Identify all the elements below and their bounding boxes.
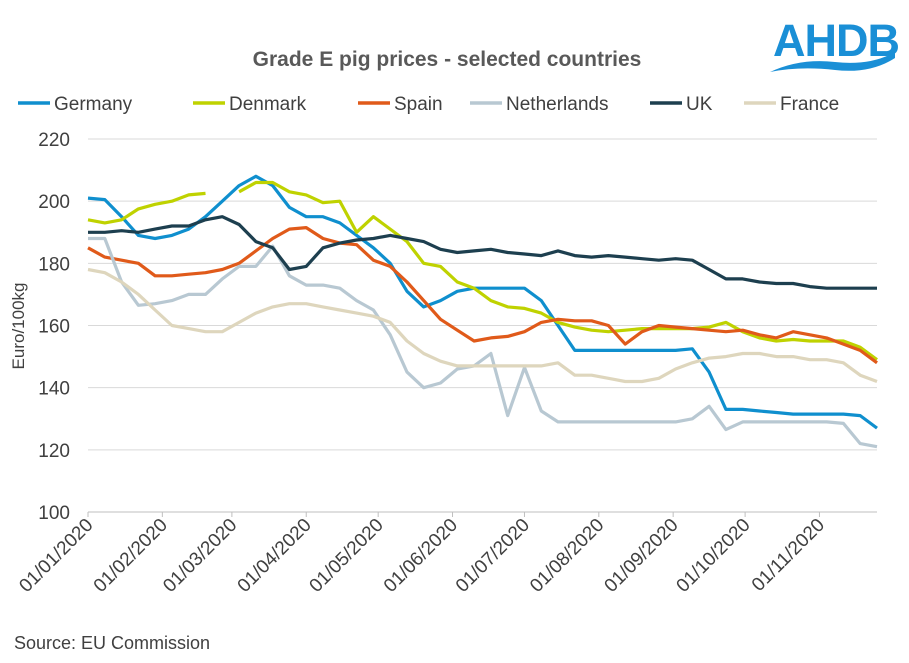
chart-title: Grade E pig prices - selected countries [253, 48, 642, 71]
x-tick-label: 01/08/2020 [526, 515, 608, 597]
y-tick-label: 100 [38, 503, 70, 524]
series-line-spain [87, 226, 878, 365]
x-tick-label: 01/11/2020 [748, 515, 829, 596]
legend-label: UK [686, 94, 713, 115]
legend-item-uk: UK [650, 94, 713, 115]
x-tick-label: 01/01/2020 [15, 515, 97, 597]
logo-text: AHDB [773, 15, 899, 66]
legend-label: Denmark [229, 94, 307, 115]
y-tick-label: 120 [38, 441, 70, 462]
x-tick-label: 01/04/2020 [234, 515, 316, 597]
x-tick-label: 01/02/2020 [90, 515, 172, 597]
legend-item-denmark: Denmark [193, 94, 307, 115]
y-axis-label: Euro/100kg [9, 283, 28, 370]
ahdb-logo: AHDB [770, 15, 900, 72]
source-note: Source: EU Commission [14, 633, 210, 653]
legend-label: Spain [394, 94, 443, 115]
x-tick-label: 01/06/2020 [380, 515, 462, 597]
series-line-germany [87, 174, 878, 430]
legend-item-france: France [744, 94, 839, 115]
legend-label: Netherlands [506, 94, 608, 115]
legend-label: France [780, 94, 839, 115]
series-line-france [87, 267, 878, 384]
y-tick-label: 160 [38, 317, 70, 338]
legend-label: Germany [54, 94, 133, 115]
series-line-uk [88, 215, 877, 290]
legend-item-germany: Germany [18, 94, 133, 115]
y-tick-label: 140 [38, 379, 70, 400]
y-tick-label: 200 [38, 192, 70, 213]
y-tick-label: 220 [38, 130, 70, 151]
legend-item-netherlands: Netherlands [470, 94, 608, 115]
series-line-denmark [87, 180, 878, 361]
logo-wave [770, 52, 895, 72]
x-tick-label: 01/09/2020 [601, 515, 683, 597]
series-line-netherlands [88, 236, 878, 449]
x-tick-label: 01/10/2020 [673, 515, 755, 597]
y-tick-label: 180 [38, 254, 70, 275]
x-tick-label: 01/07/2020 [452, 515, 534, 597]
legend-item-spain: Spain [358, 94, 443, 115]
x-tick-label: 01/05/2020 [306, 515, 388, 597]
x-tick-label: 01/03/2020 [159, 515, 241, 597]
